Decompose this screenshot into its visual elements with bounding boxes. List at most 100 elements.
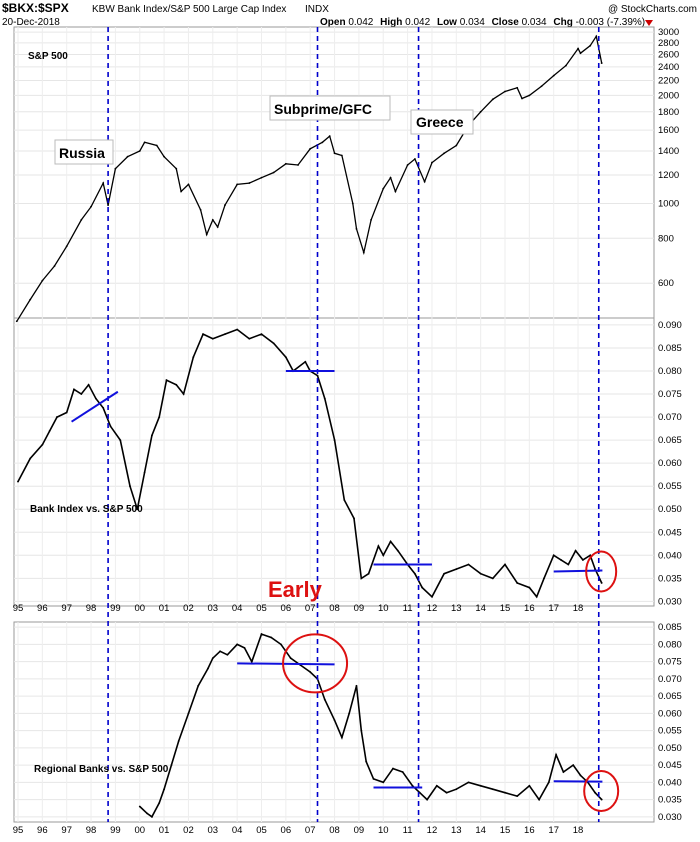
data-point xyxy=(504,563,506,566)
data-point xyxy=(138,805,141,808)
data-point xyxy=(180,190,183,193)
data-point xyxy=(151,815,153,818)
data-point xyxy=(552,554,555,557)
x-tick-label-mid: 95 xyxy=(13,603,24,614)
data-point xyxy=(362,251,365,254)
early-label: Early xyxy=(268,577,323,602)
x-tick-label-mid: 08 xyxy=(329,603,340,614)
chg-label: Chg xyxy=(553,17,572,28)
open-value: 0.042 xyxy=(348,17,373,28)
y-tick-label: 2000 xyxy=(658,90,679,101)
data-point xyxy=(365,760,368,763)
x-tick-label-bottom: 98 xyxy=(86,825,97,836)
y-tick-label: 3000 xyxy=(658,27,679,38)
data-point xyxy=(216,226,219,228)
data-point xyxy=(102,182,105,184)
data-point xyxy=(236,328,239,331)
y-tick-label: 0.090 xyxy=(658,320,682,331)
data-point xyxy=(333,439,336,442)
data-point xyxy=(426,798,428,801)
y-tick-label: 0.040 xyxy=(658,777,682,788)
data-point xyxy=(367,572,370,575)
data-point xyxy=(552,74,555,77)
top-panel-title: S&P 500 xyxy=(28,51,68,62)
x-tick-label-bottom: 95 xyxy=(13,825,24,836)
x-tick-label-mid: 07 xyxy=(305,603,316,614)
series-line xyxy=(17,328,603,599)
data-point xyxy=(579,52,582,55)
y-tick-label: 0.070 xyxy=(658,674,682,685)
data-point xyxy=(504,90,506,93)
data-point xyxy=(170,764,173,767)
data-point xyxy=(351,202,354,205)
y-tick-label: 0.085 xyxy=(658,622,682,633)
series-line xyxy=(16,34,603,322)
data-point xyxy=(205,233,208,236)
data-point xyxy=(207,667,209,670)
data-point xyxy=(423,180,426,183)
data-point xyxy=(535,595,538,598)
y-tick-label: 0.060 xyxy=(658,458,682,469)
data-point xyxy=(175,383,178,386)
symbol-text: $BKX:$SPX xyxy=(2,1,69,15)
highlight-circle xyxy=(282,633,349,694)
low-label: Low xyxy=(437,17,457,28)
data-point xyxy=(260,176,263,179)
data-point xyxy=(528,586,531,589)
open-label: Open xyxy=(320,17,346,28)
data-point xyxy=(65,411,68,414)
y-tick-label: 0.040 xyxy=(658,550,682,561)
data-point xyxy=(572,764,575,767)
y-tick-label: 0.065 xyxy=(658,435,682,446)
y-tick-label: 1600 xyxy=(658,125,679,136)
x-tick-label-bottom: 15 xyxy=(500,825,511,836)
data-point xyxy=(41,279,44,282)
x-tick-label-bottom: 99 xyxy=(110,825,121,836)
data-point xyxy=(177,740,180,742)
y-tick-label: 1800 xyxy=(658,107,679,118)
y-tick-label: 0.055 xyxy=(658,726,682,737)
data-point xyxy=(382,554,385,557)
data-point xyxy=(435,784,438,787)
event-lines xyxy=(107,27,600,822)
data-point xyxy=(90,205,92,208)
annotation-subprime-text: Subprime/GFC xyxy=(274,101,372,117)
data-point xyxy=(414,572,416,575)
x-tick-label-mid: 17 xyxy=(548,603,559,614)
x-tick-label-mid: 03 xyxy=(208,603,219,614)
y-tick-label: 0.080 xyxy=(658,639,682,650)
data-point xyxy=(540,85,543,88)
data-point xyxy=(538,798,540,801)
low-value: 0.034 xyxy=(460,17,485,28)
data-point xyxy=(202,333,204,336)
y-tick-label: 0.075 xyxy=(658,657,682,668)
data-point xyxy=(401,771,404,773)
close-label: Close xyxy=(492,17,520,28)
x-tick-label-mid: 01 xyxy=(159,603,170,614)
ohlc-text: Open 0.042 High 0.042 Low 0.034 Close 0.… xyxy=(320,17,645,28)
x-tick-label-mid: 96 xyxy=(37,603,48,614)
high-value: 0.042 xyxy=(405,17,430,28)
data-point xyxy=(348,712,351,715)
data-point xyxy=(340,736,343,739)
data-point xyxy=(595,35,598,38)
x-tick-label-mid: 06 xyxy=(281,603,292,614)
data-point xyxy=(199,208,202,211)
y-tick-label: 0.045 xyxy=(658,760,682,771)
data-point xyxy=(360,729,363,732)
x-tick-label-bottom: 04 xyxy=(232,825,243,836)
data-point xyxy=(455,568,458,571)
x-tick-label-bottom: 10 xyxy=(378,825,389,836)
data-point xyxy=(163,155,166,158)
data-point xyxy=(136,508,139,511)
data-point xyxy=(589,44,592,47)
data-point xyxy=(392,767,394,770)
data-point xyxy=(236,183,239,186)
y-tick-label: 0.065 xyxy=(658,691,682,702)
x-tick-label-bottom: 13 xyxy=(451,825,462,836)
data-point xyxy=(158,802,161,804)
y-tick-label: 0.030 xyxy=(658,596,682,607)
x-tick-label-bottom: 09 xyxy=(354,825,365,836)
close-value: 0.034 xyxy=(522,17,547,28)
x-tick-label-mid: 12 xyxy=(427,603,438,614)
